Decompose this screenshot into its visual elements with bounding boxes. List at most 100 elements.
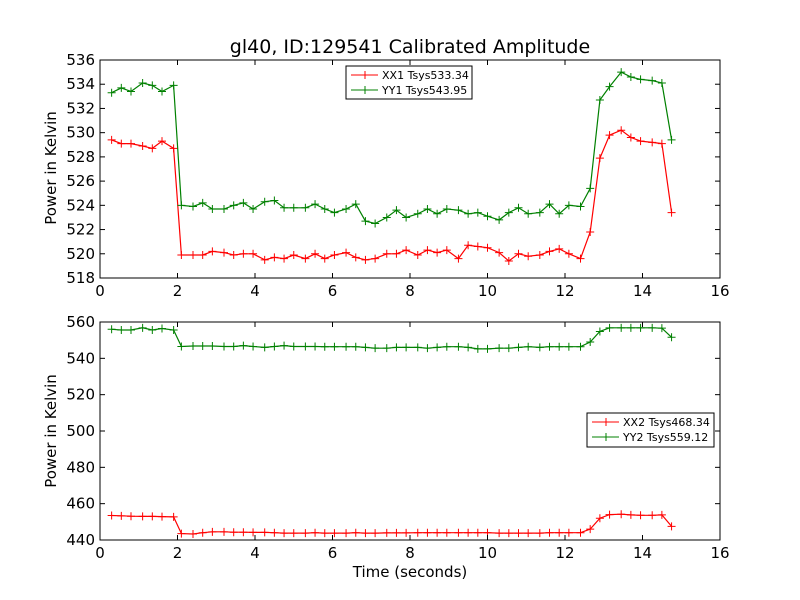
data-point (127, 325, 135, 334)
x-tick-label: 2 (173, 282, 183, 300)
y-tick-label: 536 (66, 51, 95, 69)
x-tick-label: 0 (95, 544, 105, 562)
data-point (454, 254, 463, 263)
data-point (442, 204, 451, 213)
data-point (648, 138, 657, 147)
data-point (657, 79, 666, 88)
data-point (636, 75, 645, 84)
data-point (260, 528, 269, 537)
data-point (636, 137, 645, 146)
data-point (280, 341, 289, 350)
data-point (107, 88, 116, 97)
data-point (626, 510, 635, 519)
data-point (270, 342, 279, 351)
data-point (423, 246, 432, 255)
series-line-0 (111, 129, 673, 262)
data-point (524, 209, 533, 218)
data-point (657, 139, 666, 148)
data-point (423, 344, 432, 353)
x-tick-label: 0 (95, 282, 105, 300)
data-point (208, 527, 217, 536)
data-point (189, 202, 197, 211)
data-point (117, 511, 126, 520)
data-point (576, 528, 585, 537)
legend-box (586, 412, 715, 448)
data-point (605, 82, 614, 91)
data-point (107, 511, 116, 520)
data-point (535, 529, 544, 538)
data-point (198, 250, 207, 259)
data-point (127, 139, 135, 148)
data-point (495, 215, 504, 224)
data-point (464, 343, 473, 352)
data-point (605, 510, 614, 519)
data-point (636, 323, 645, 332)
data-point (514, 529, 523, 538)
data-point (351, 528, 360, 537)
data-point (564, 528, 573, 537)
data-point (361, 255, 370, 264)
data-point (351, 253, 360, 262)
y-tick-label: 524 (66, 196, 95, 214)
x-axis: 0 2 4 6 8 10 12 14 16 (95, 60, 730, 300)
data-point (586, 227, 595, 236)
data-point (473, 528, 482, 537)
data-point (504, 257, 513, 266)
data-point (483, 344, 492, 353)
x-tick-label: 4 (250, 282, 260, 300)
data-point (229, 528, 238, 537)
data-point (138, 323, 147, 332)
data-point (311, 528, 320, 537)
data-point (576, 254, 585, 263)
y-tick-label: 480 (66, 458, 95, 476)
data-point (330, 342, 339, 351)
data-point (148, 512, 157, 521)
y-tick-label: 560 (66, 313, 95, 331)
data-point (169, 512, 178, 521)
data-point (586, 525, 595, 534)
data-point (208, 341, 217, 350)
data-point (524, 342, 533, 351)
x-tick-label: 8 (405, 544, 415, 562)
y-tick-label: 534 (66, 75, 95, 93)
data-point (371, 344, 380, 353)
data-point (586, 184, 595, 193)
data-point (576, 202, 585, 211)
x-tick-label: 2 (173, 544, 183, 562)
data-point (626, 72, 635, 81)
data-point (158, 137, 166, 146)
data-point (564, 201, 573, 210)
data-point (473, 208, 482, 217)
data-point (260, 255, 269, 264)
data-point (351, 342, 360, 351)
legend-label-xx1: XX1 Tsys533.34 (382, 69, 469, 82)
data-point (555, 244, 564, 253)
data-point (208, 247, 217, 256)
legend-label-yy2: YY2 Tsys559.12 (622, 431, 708, 444)
data-point (177, 529, 186, 538)
data-point (473, 242, 482, 251)
x-tick-label: 12 (555, 282, 574, 300)
data-point (342, 204, 351, 213)
data-point (330, 250, 339, 259)
data-point (301, 254, 310, 263)
data-point (177, 342, 186, 351)
data-point (473, 344, 482, 353)
data-point (371, 219, 380, 228)
data-point (169, 81, 178, 90)
data-point (189, 530, 197, 539)
data-point (148, 81, 157, 90)
data-point (270, 253, 279, 262)
data-point (342, 529, 351, 538)
data-point (392, 249, 401, 258)
data-point (464, 528, 473, 537)
legend-marker-xx2 (602, 418, 610, 426)
data-point (260, 197, 269, 206)
data-point (198, 528, 207, 537)
data-point (617, 126, 626, 135)
data-point (249, 528, 258, 537)
data-point (657, 510, 666, 519)
data-point (330, 208, 339, 217)
data-point (545, 342, 554, 351)
